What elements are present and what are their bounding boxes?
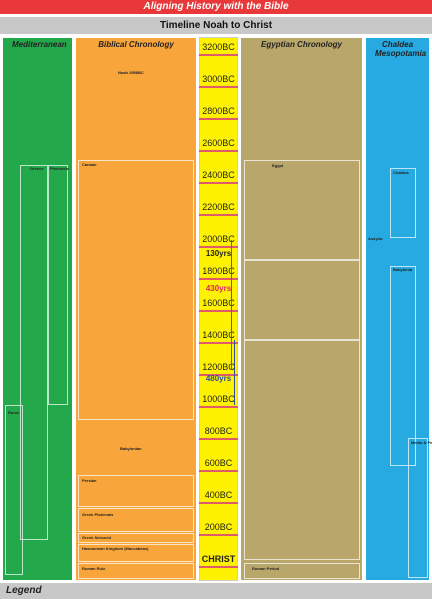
region-label: Roman Rule [82, 566, 106, 571]
timeline-label: 2000BC [202, 234, 235, 244]
region-label: Persian [82, 478, 97, 483]
timeline-band [199, 566, 238, 568]
box [390, 168, 416, 238]
box [78, 533, 194, 543]
timeline-label: 200BC [204, 522, 233, 532]
region-label: Roman Period [252, 566, 280, 571]
timeline-band [199, 278, 238, 280]
span-line [231, 240, 232, 370]
timeline-band [199, 54, 238, 56]
span-label: 480yrs [205, 374, 232, 383]
timeline-band [199, 182, 238, 184]
box [78, 508, 194, 532]
timeline-label: 400BC [204, 490, 233, 500]
region-label: Rome [8, 410, 20, 415]
region-label: Babylonia [393, 267, 413, 272]
timeline-label: CHRIST [201, 554, 236, 564]
timeline-band [199, 438, 238, 440]
box [78, 160, 194, 420]
timeline-band [199, 118, 238, 120]
legend: Legend [6, 585, 42, 596]
box [20, 165, 48, 540]
region-label: Greek Seleucid [82, 535, 111, 540]
column-title: Mediterranean [12, 40, 67, 49]
box [244, 260, 360, 340]
mediterranean-column [2, 37, 73, 581]
timeline-label: 2400BC [202, 170, 235, 180]
timeline-label: 800BC [204, 426, 233, 436]
timeline-label: 1000BC [202, 394, 235, 404]
box [5, 405, 23, 575]
timeline-label: 3200BC [202, 42, 235, 52]
biblical-column [75, 37, 197, 581]
subtitle: Timeline Noah to Christ [0, 17, 432, 34]
timeline-band [199, 470, 238, 472]
span-label: 130yrs [205, 249, 232, 258]
box [244, 340, 360, 560]
chaldea-column [365, 37, 430, 581]
timeline-band [199, 534, 238, 536]
span-line [234, 340, 235, 405]
timeline-label: 2800BC [202, 106, 235, 116]
egyptian-column [240, 37, 363, 581]
region-label: Assyria [368, 236, 383, 241]
region-label: Chaldea [393, 170, 409, 175]
box [48, 165, 68, 405]
region-label: Greek Ptolemais [82, 512, 114, 517]
column-title: Egyptian Chronology [261, 40, 342, 49]
timeline-label: 1400BC [202, 330, 235, 340]
timeline-band [199, 502, 238, 504]
title: Aligning History with the Bible [143, 1, 289, 12]
timeline-band [199, 406, 238, 408]
box [244, 160, 360, 260]
region-label: Hasmonean Kingdom (Maccabean) [82, 546, 149, 551]
span-label: 430yrs [205, 284, 232, 293]
box [78, 475, 194, 507]
timeline-label: 1800BC [202, 266, 235, 276]
column-title: Chaldea Mesopotamia [375, 40, 427, 58]
timeline-band [199, 342, 238, 344]
timeline-label: 1200BC [202, 362, 235, 372]
timeline-label: 3000BC [202, 74, 235, 84]
timeline-band [199, 246, 238, 248]
legend-bar [0, 583, 432, 599]
timeline-band [199, 86, 238, 88]
region-label: Phoenicia [50, 166, 69, 171]
timeline-label: 600BC [204, 458, 233, 468]
box [408, 438, 428, 578]
box [244, 563, 360, 579]
region-label: Canaan [82, 162, 97, 167]
region-label: Greece [30, 166, 44, 171]
timeline-band [199, 310, 238, 312]
timeline-band [199, 374, 238, 376]
box [78, 563, 194, 579]
region-label: Babylonian [120, 446, 142, 451]
timeline-label: 2200BC [202, 202, 235, 212]
region-label: Media & Persia [411, 440, 432, 445]
column-title: Biblical Chronology [98, 40, 174, 49]
timeline-band [199, 214, 238, 216]
timeline-band [199, 150, 238, 152]
region-label: Noah 2958BC [118, 70, 144, 75]
timeline-label: 2600BC [202, 138, 235, 148]
box [78, 544, 194, 562]
region-label: Egypt [272, 163, 284, 168]
title-bar [0, 0, 432, 14]
box [390, 266, 416, 466]
timeline-label: 1600BC [202, 298, 235, 308]
